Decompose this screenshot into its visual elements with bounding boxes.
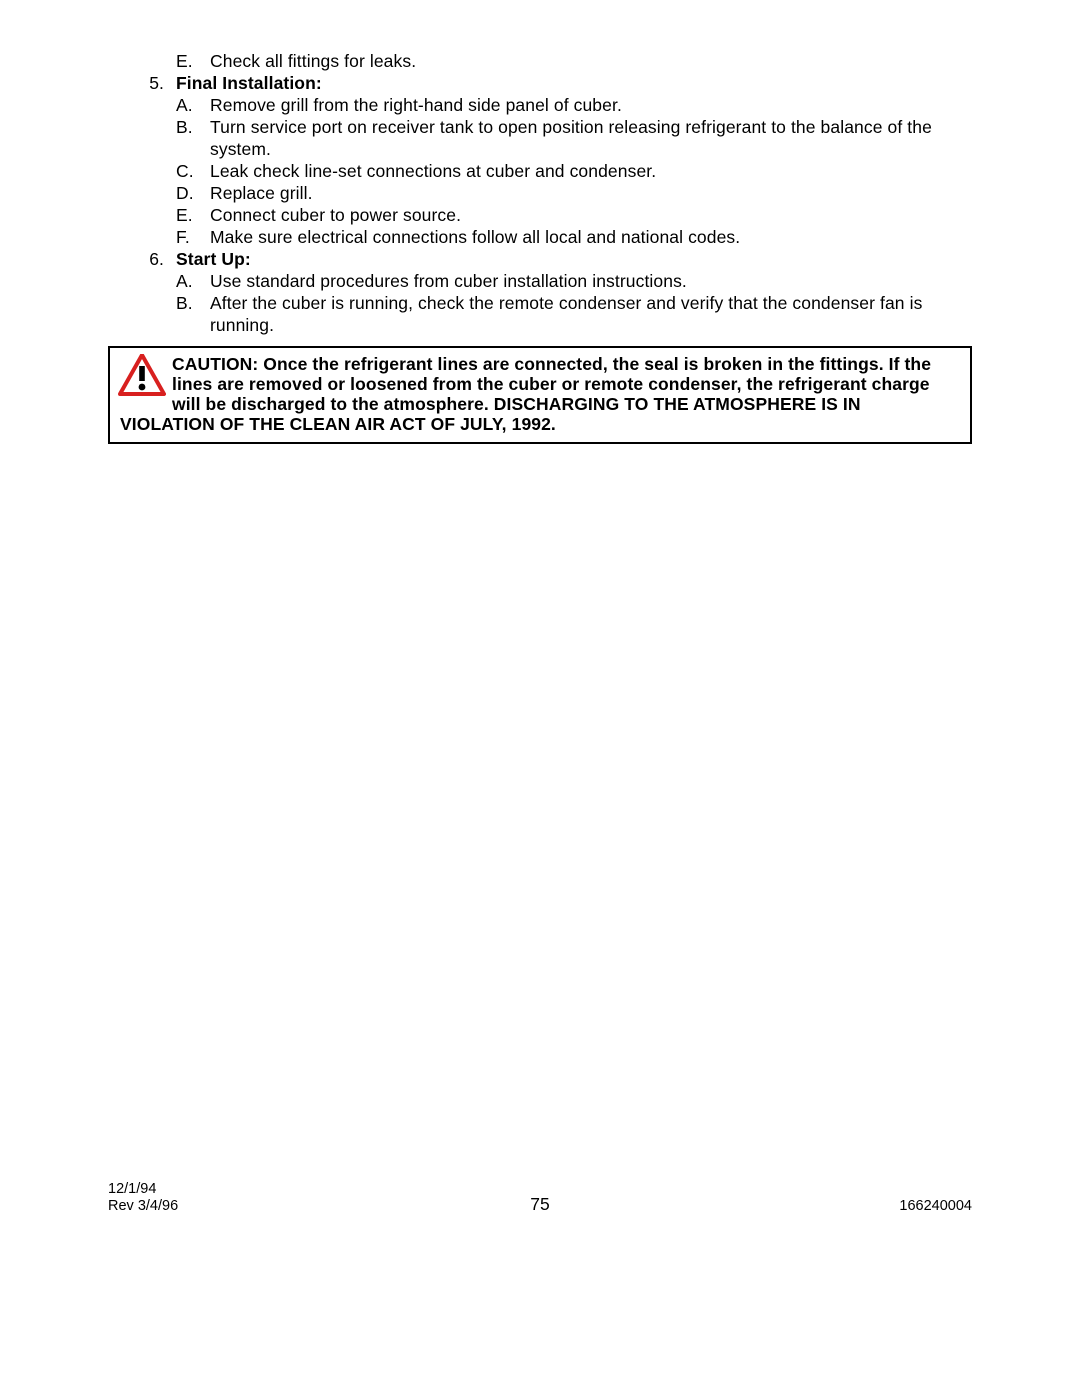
subitem-text: Check all fittings for leaks. [210,50,972,72]
list-item: A. Use standard procedures from cuber in… [108,270,972,292]
section-title: Start Up: [176,248,972,270]
subitem-text: Connect cuber to power source. [210,204,972,226]
subitem-letter: F. [176,226,210,248]
subitem-text: Turn service port on receiver tank to op… [210,116,972,160]
subitem-text: Use standard procedures from cuber insta… [210,270,972,292]
list-item: C. Leak check line-set connections at cu… [108,160,972,182]
section-number: 6. [140,248,176,270]
page-footer: 12/1/94 Rev 3/4/96 75 166240004 [108,1181,972,1215]
subitem-text: After the cuber is running, check the re… [210,292,972,336]
warning-triangle-icon [118,354,166,396]
list-item: B. Turn service port on receiver tank to… [108,116,972,160]
list-item: F. Make sure electrical connections foll… [108,226,972,248]
section-heading: 6. Start Up: [108,248,972,270]
subitem-text: Leak check line-set connections at cuber… [210,160,972,182]
caution-line: lines are removed or loosened from the c… [172,374,931,394]
caution-box: CAUTION: Once the refrigerant lines are … [108,346,972,444]
subitem-letter: E. [176,50,210,72]
caution-text-block: CAUTION: Once the refrigerant lines are … [172,354,931,414]
document-page: E. Check all fittings for leaks. 5. Fina… [0,0,1080,1397]
section-number: 5. [140,72,176,94]
subitem-text: Remove grill from the right-hand side pa… [210,94,972,116]
subitem-letter: B. [176,292,210,336]
list-item: D. Replace grill. [108,182,972,204]
subitem-text: Replace grill. [210,182,972,204]
section-heading: 5. Final Installation: [108,72,972,94]
subitem-letter: B. [176,116,210,160]
doc-number: 166240004 [899,1198,972,1215]
caution-line: will be discharged to the atmosphere. DI… [172,394,931,414]
list-item: E. Connect cuber to power source. [108,204,972,226]
subitem-letter: C. [176,160,210,182]
footer-date: 12/1/94 [108,1181,178,1198]
caution-line: VIOLATION OF THE CLEAN AIR ACT OF JULY, … [118,414,958,434]
subitem-letter: D. [176,182,210,204]
list-item: E. Check all fittings for leaks. [108,50,972,72]
subitem-letter: E. [176,204,210,226]
page-number: 75 [530,1196,549,1213]
footer-dates: 12/1/94 Rev 3/4/96 [108,1181,178,1215]
subitem-letter: A. [176,94,210,116]
list-item: B. After the cuber is running, check the… [108,292,972,336]
section-title: Final Installation: [176,72,972,94]
subitem-letter: A. [176,270,210,292]
caution-inner: CAUTION: Once the refrigerant lines are … [118,354,958,414]
caution-line: CAUTION: Once the refrigerant lines are … [172,354,931,374]
subitem-text: Make sure electrical connections follow … [210,226,972,248]
list-item: A. Remove grill from the right-hand side… [108,94,972,116]
footer-rev: Rev 3/4/96 [108,1198,178,1215]
